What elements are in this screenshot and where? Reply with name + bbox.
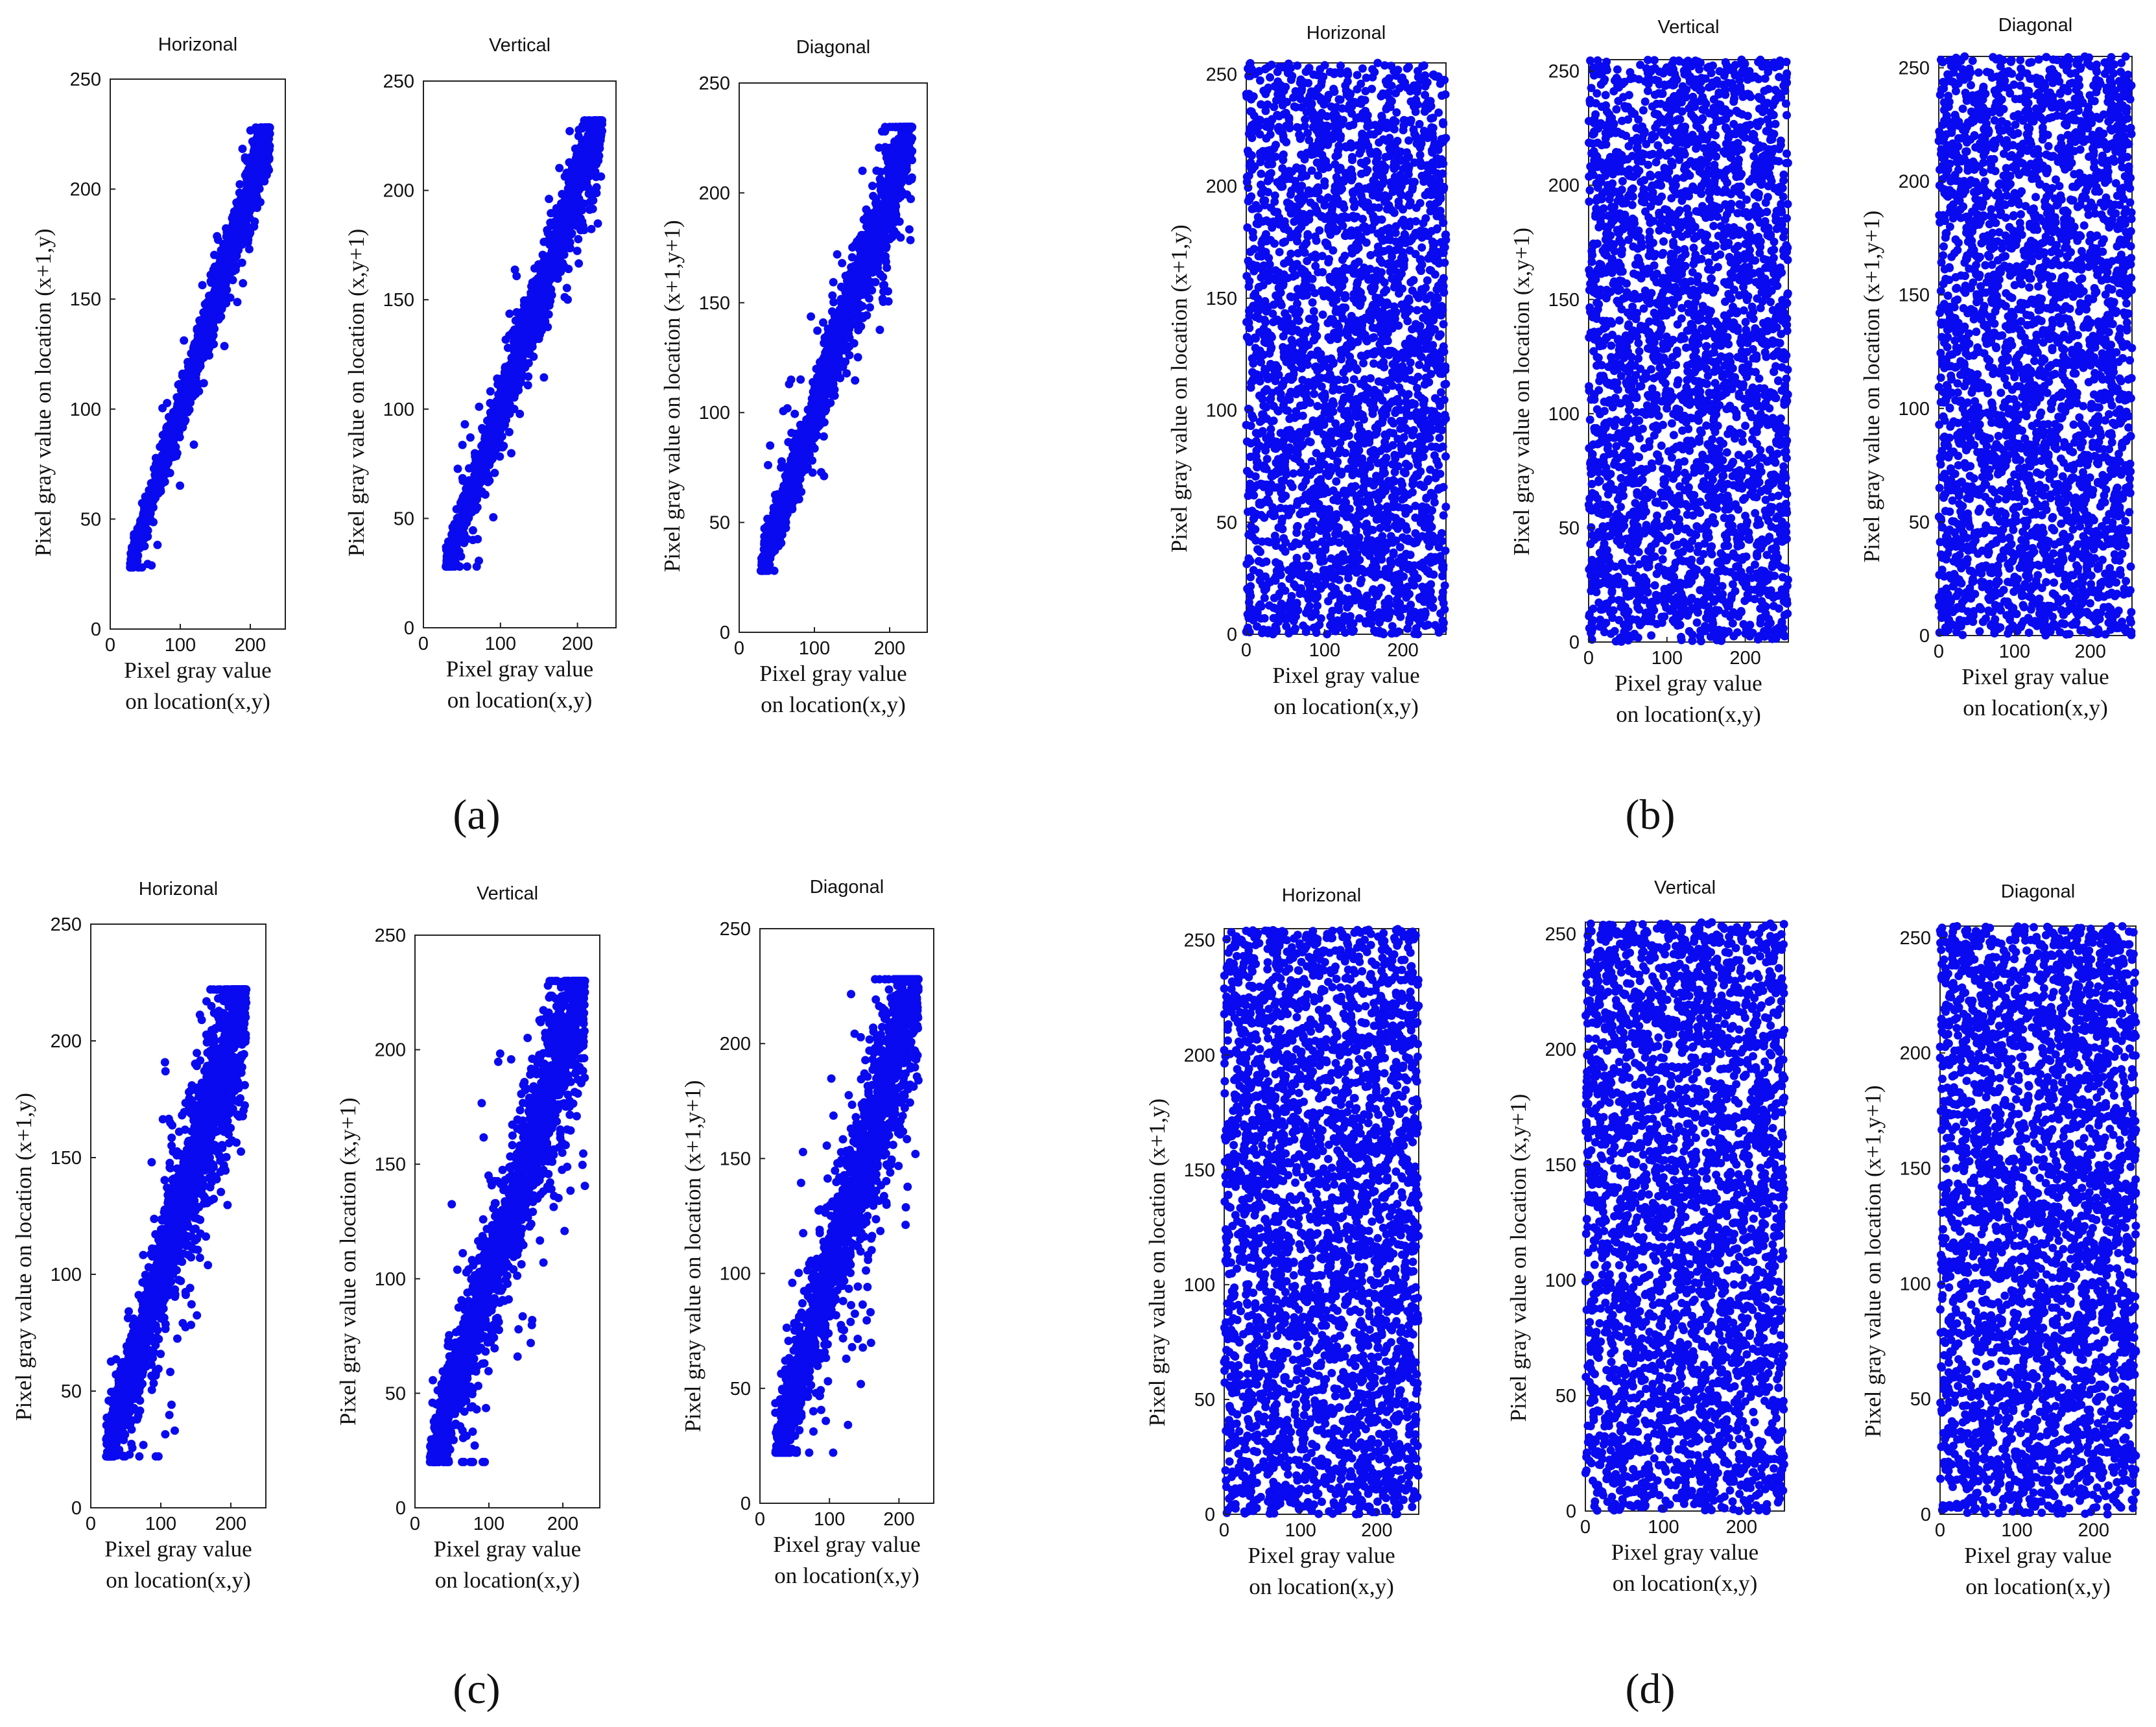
- panel-label-a: (a): [453, 791, 500, 839]
- panel-label-d: (d): [1626, 1665, 1676, 1713]
- point: [245, 245, 254, 254]
- panel-label-c: (c): [453, 1665, 500, 1713]
- point: [190, 440, 198, 449]
- point: [166, 469, 174, 477]
- point: [176, 481, 184, 490]
- correlation-figure: (a) (b) (c) (d) Horizonal050100150200250…: [0, 0, 2156, 1727]
- point: [195, 387, 203, 396]
- point: [233, 298, 242, 306]
- point: [214, 235, 222, 244]
- point: [153, 541, 161, 549]
- point: [198, 281, 207, 289]
- panel-label-b: (b): [1626, 791, 1676, 839]
- point: [180, 337, 188, 345]
- point: [172, 452, 180, 460]
